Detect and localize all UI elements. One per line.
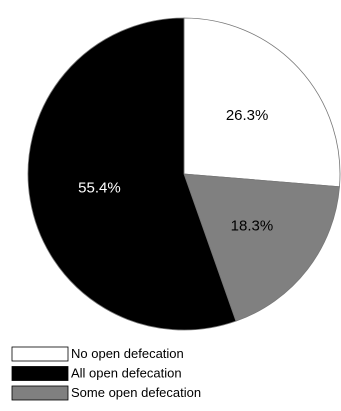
legend-swatch [11,366,69,381]
value-label: 26.3% [226,107,269,124]
legend-swatch [11,346,69,362]
value-label: 18.3% [231,217,274,234]
pie-slice [183,17,341,188]
legend-swatch [11,385,69,401]
legend-label: No open defecation [71,346,184,361]
legend-label: Some open defecation [71,385,201,400]
value-label: 55.4% [78,179,121,196]
pie-slice [27,17,237,331]
legend-label: All open defecation [71,365,182,380]
pie-slice [183,173,340,322]
